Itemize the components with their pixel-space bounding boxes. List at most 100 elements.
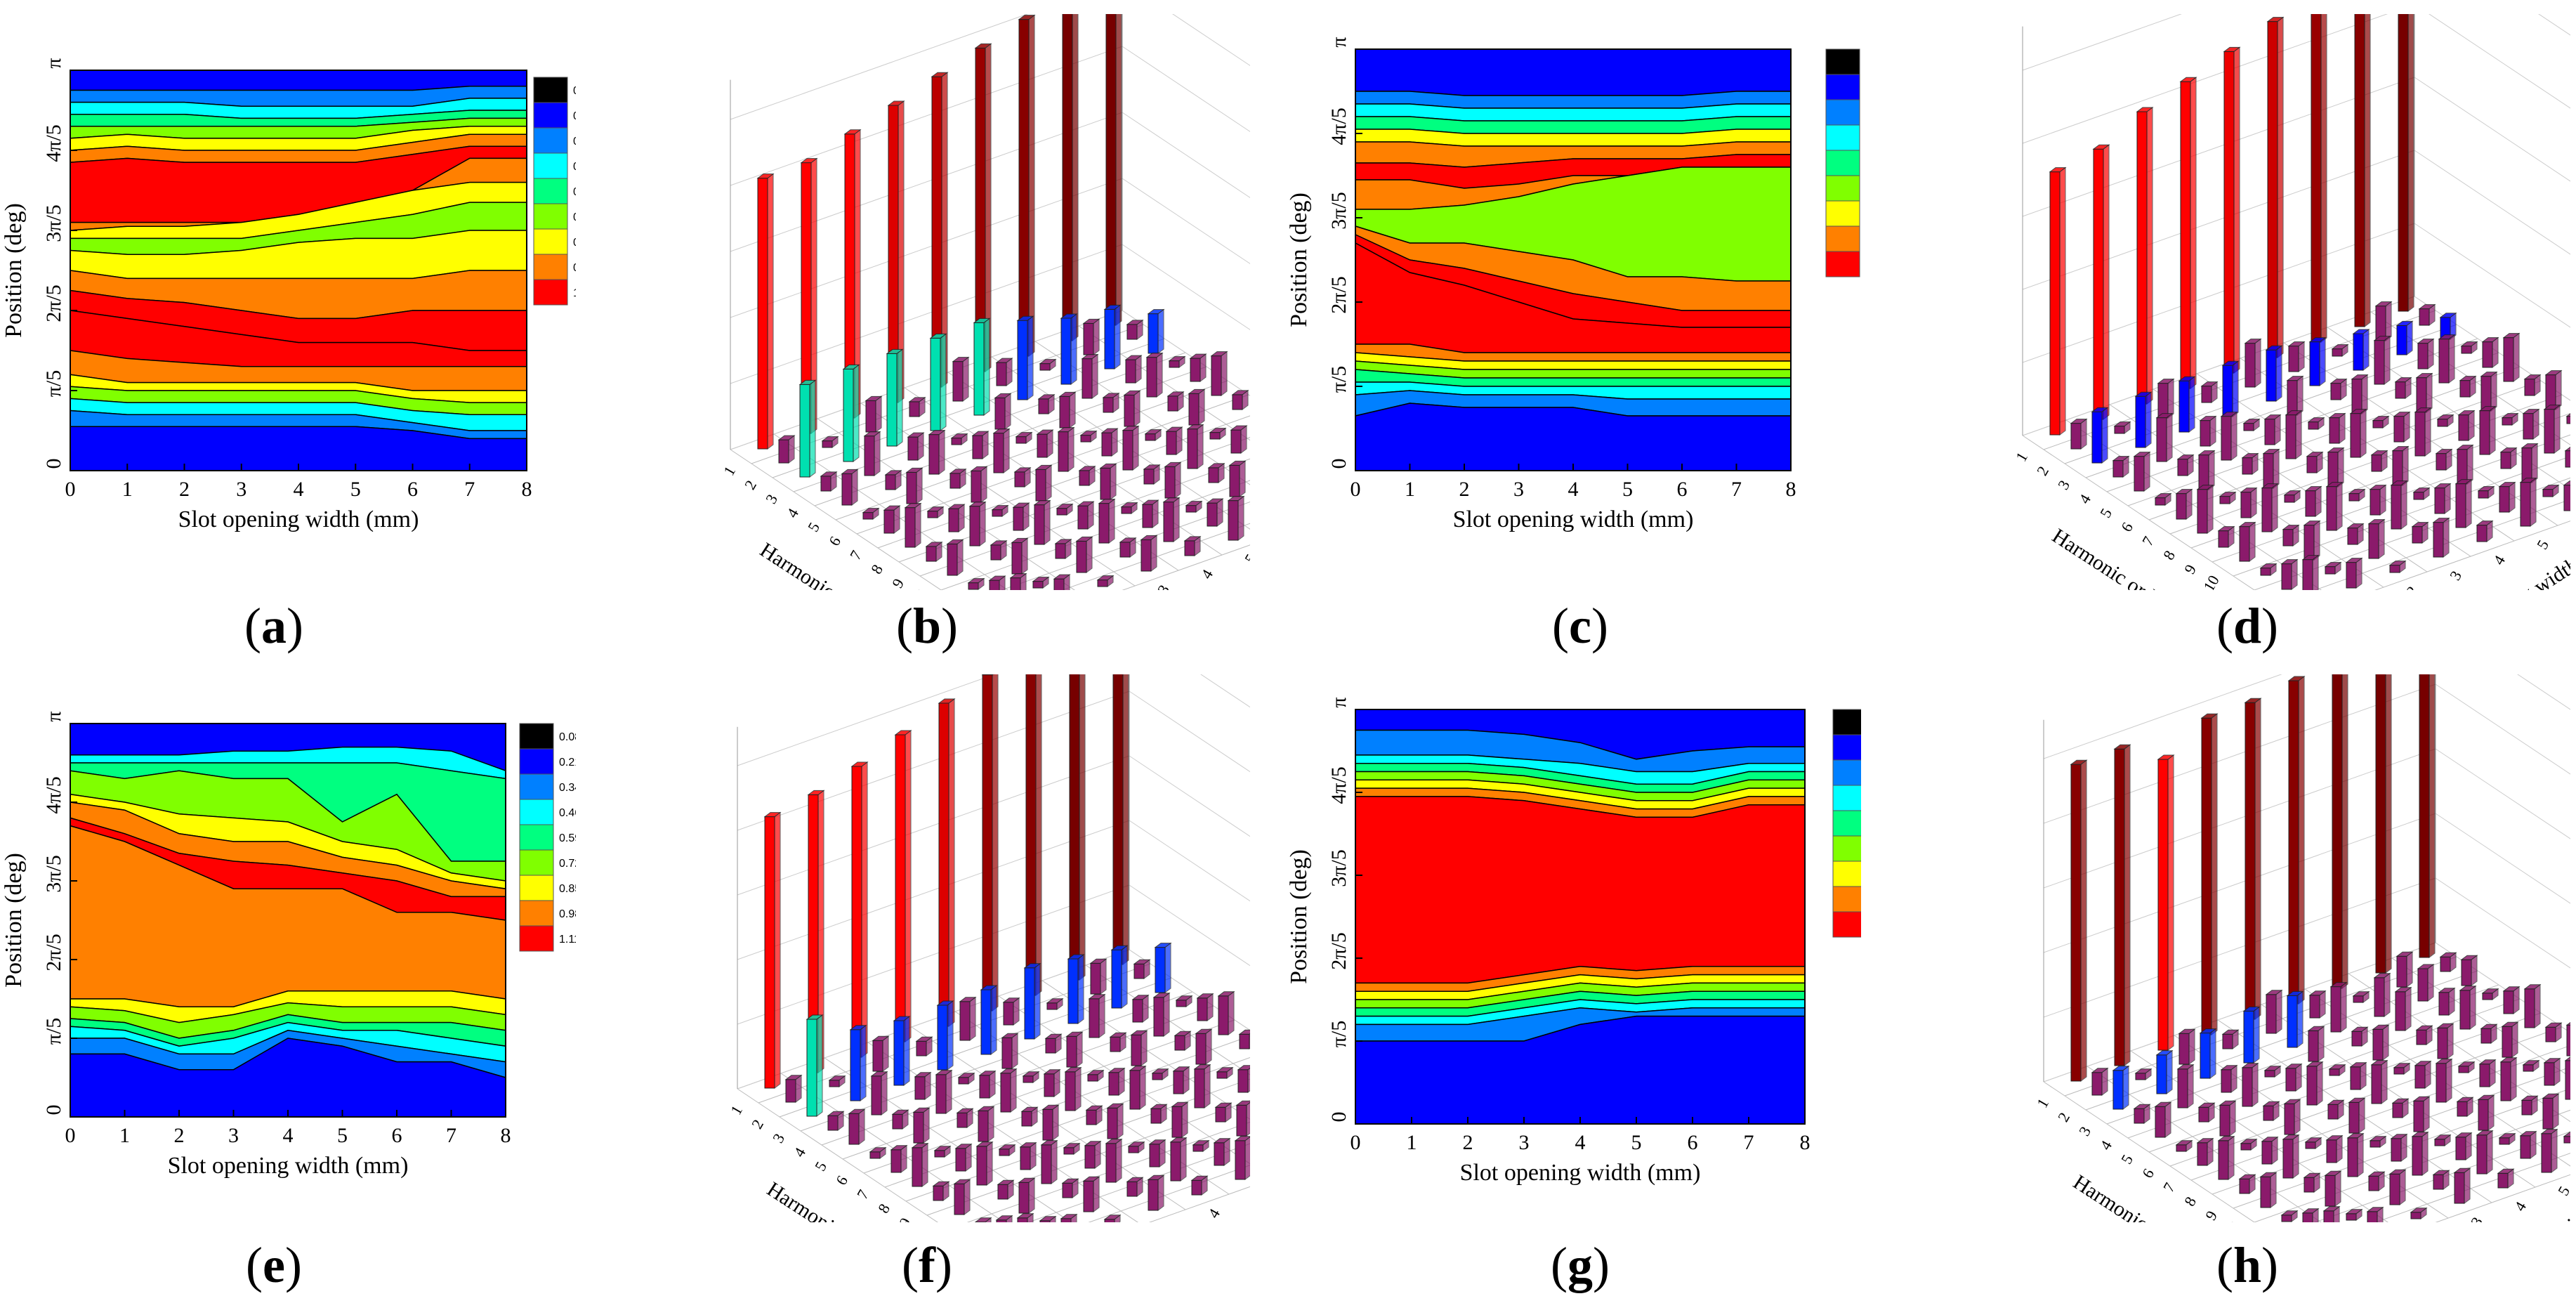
bar-front: [829, 1080, 840, 1087]
panel-label-f: (f): [902, 1237, 952, 1293]
colorbar-label: 1.070: [573, 287, 576, 299]
bar-front: [907, 436, 919, 461]
bar-side: [958, 504, 965, 532]
bar-minor-harmonic: [1040, 1139, 1058, 1184]
bar-side: [2378, 518, 2385, 559]
bar-side: [851, 469, 858, 506]
bar-top: [2459, 376, 2477, 381]
bar-minor-harmonic: [1098, 498, 1116, 544]
bar-front: [827, 1115, 839, 1131]
bar-front: [2374, 340, 2385, 385]
bar-front: [1046, 1002, 1058, 1010]
bar-minor-harmonic: [1151, 1068, 1169, 1080]
bar-side: [858, 1108, 865, 1145]
bar-top: [2345, 558, 2363, 563]
bar-side: [2488, 1094, 2495, 1131]
grid-line: [2275, 1129, 2576, 1237]
bar-third-harmonic: [2352, 329, 2370, 371]
bar-side: [1100, 958, 1107, 995]
width-tick-label: 3: [1154, 582, 1173, 590]
bar-top: [1213, 1138, 1231, 1144]
bar-side: [969, 996, 976, 1041]
bar-top: [2390, 1134, 2408, 1139]
bar-minor-harmonic: [2476, 1130, 2494, 1175]
bar-top: [1129, 1066, 1147, 1071]
bar-side: [1072, 0, 1079, 341]
bar-side: [2399, 1169, 2406, 1205]
bar-top: [1041, 1104, 1060, 1110]
bar-top: [911, 1143, 929, 1149]
grid-line: [2212, 432, 2576, 563]
harmonic-tick-label: 9: [2181, 561, 2200, 577]
bar-top: [2197, 1102, 2216, 1108]
bar-front: [2221, 416, 2232, 461]
colorbar-swatch: [533, 102, 568, 129]
bar-front: [1018, 1182, 1030, 1214]
bar-minor-harmonic: [1192, 1139, 1210, 1152]
bar-front: [955, 1148, 966, 1172]
bar-side: [2509, 481, 2516, 513]
bar-top: [931, 72, 949, 77]
bar-front: [1188, 393, 1200, 426]
bar-top: [998, 1144, 1016, 1150]
bar-top: [2238, 522, 2256, 528]
bar-front: [1018, 19, 1030, 357]
bar-side: [2103, 144, 2110, 420]
bar-minor-harmonic: [2301, 1208, 2320, 1236]
bar-minor-harmonic: [2176, 454, 2195, 476]
bar-side: [1067, 426, 1075, 472]
bar-side: [1122, 610, 1129, 965]
bar-minor-harmonic: [995, 1215, 1013, 1243]
bar-minor-harmonic: [2322, 1205, 2341, 1250]
bar-top: [1012, 502, 1030, 508]
bar-side: [2384, 972, 2391, 1017]
bar-front: [1062, 1182, 1073, 1198]
x-tick-label: 1: [119, 1124, 130, 1147]
harmonic-tick-label: 4: [2096, 1137, 2115, 1153]
bar-front: [2329, 417, 2340, 444]
bar-top: [2223, 46, 2241, 52]
bar-front: [938, 702, 949, 1027]
bar-top: [2070, 759, 2088, 765]
bar-top: [1165, 426, 1183, 432]
bar-top: [1108, 1068, 1126, 1073]
bar-minor-harmonic: [2262, 1101, 2280, 1121]
colorbar-swatch: [1832, 886, 1867, 912]
bar-top: [991, 505, 1009, 511]
bar-front: [928, 434, 940, 475]
bar-side: [2360, 1061, 2367, 1090]
bar-side: [2421, 1131, 2429, 1176]
bar-top: [849, 1025, 867, 1031]
bar-minor-harmonic: [1065, 1031, 1084, 1068]
harmonic-tick-label: 2: [748, 1116, 767, 1132]
x-tick-label: 1: [122, 478, 133, 501]
bar-top: [905, 467, 924, 473]
bar-front: [2459, 380, 2471, 398]
bar-top: [946, 539, 964, 544]
bar-top: [2259, 563, 2278, 569]
bar-top: [954, 1144, 973, 1149]
bar-minor-harmonic: [2498, 1132, 2516, 1145]
bar-front: [2503, 990, 2514, 1014]
bar-minor-harmonic: [2370, 1059, 2388, 1104]
bar-top: [1018, 1177, 1036, 1183]
bar-front: [1082, 358, 1093, 399]
bar-fundamental: [938, 698, 956, 1027]
bar-minor-harmonic: [1054, 538, 1072, 559]
bar-minor-harmonic: [970, 466, 988, 503]
bar-third-harmonic: [2373, 972, 2391, 1017]
bar-minor-harmonic: [1217, 990, 1235, 1035]
bar-front: [1023, 1075, 1034, 1083]
bar-top: [872, 1035, 890, 1041]
bar-top: [2306, 1061, 2324, 1067]
bar-top: [2481, 337, 2499, 343]
x-tick-label: 4: [283, 1124, 294, 1147]
bar-fundamental: [2354, 0, 2371, 327]
bar-side: [2080, 418, 2087, 450]
bar-front: [1170, 1141, 1181, 1182]
colorbar-swatch: [519, 748, 554, 775]
bar-front: [1080, 435, 1091, 443]
y-tick-label: π: [42, 58, 65, 68]
bar-top: [2457, 1061, 2476, 1067]
